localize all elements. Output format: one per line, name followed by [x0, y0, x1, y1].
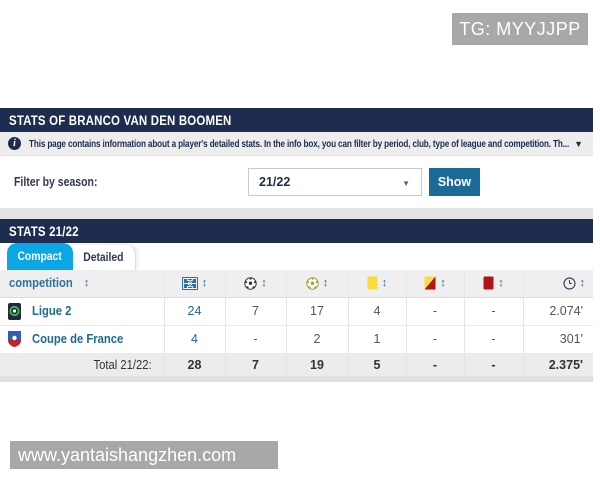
stats-section-title-bar: STATS 21/22	[0, 219, 593, 243]
site-watermark: www.yantaishangzhen.com	[10, 441, 278, 469]
sort-icon: ↕	[201, 276, 208, 289]
column-header-yellow-red-cards[interactable]: ↕	[406, 270, 465, 298]
red-cards-value: -	[464, 297, 524, 326]
tab-compact[interactable]: Compact	[7, 243, 73, 270]
sort-icon: ↕	[322, 276, 329, 289]
sort-icon: ↕	[498, 276, 504, 289]
table-row-ligue2: Ligue 2 24 7 17 4 - - 2.074'	[0, 297, 593, 326]
filter-by-season-label: Filter by season:	[14, 175, 98, 189]
stats-tabs: Compact Detailed	[0, 243, 593, 270]
column-header-appearances[interactable]: ↕	[164, 270, 226, 298]
tab-detailed[interactable]: Detailed	[72, 244, 136, 270]
sort-icon: ↕	[83, 276, 90, 289]
table-header-row: competition ↕	[0, 270, 593, 298]
sort-icon: ↕	[381, 276, 388, 289]
stats-table: competition ↕	[0, 270, 593, 376]
assists-value: 17	[286, 297, 349, 326]
competition-link[interactable]: Coupe de France	[32, 332, 124, 346]
ligue2-logo	[6, 302, 22, 321]
goals-ball-icon	[244, 277, 257, 290]
goals-value: -	[225, 325, 287, 354]
sort-icon: ↕	[579, 276, 586, 289]
column-header-yellow-cards[interactable]: ↕	[348, 270, 407, 298]
info-box: i This page contains information about a…	[0, 132, 593, 156]
total-red-cards: -	[464, 353, 524, 376]
total-goals: 7	[225, 353, 287, 376]
yellow-red-cards-value: -	[406, 325, 465, 354]
main-content: STATS OF BRANCO VAN DEN BOOMEN i This pa…	[0, 108, 593, 382]
sort-icon: ↕	[261, 276, 267, 289]
select-caret-icon: ▼	[402, 179, 410, 188]
yellow-card-icon	[367, 276, 378, 290]
yellow-cards-value: 4	[348, 297, 407, 326]
chevron-down-icon[interactable]: ▼	[574, 139, 583, 149]
table-total-row: Total 21/22: 28 7 19 5 - - 2.375'	[0, 353, 593, 376]
page-title: STATS OF BRANCO VAN DEN BOOMEN	[9, 112, 232, 128]
season-select-value: 21/22	[259, 175, 291, 189]
competition-link[interactable]: Ligue 2	[32, 304, 72, 318]
tab-detailed-label: Detailed	[83, 251, 124, 264]
info-icon: i	[8, 137, 21, 150]
column-header-assists[interactable]: ↕	[286, 270, 349, 298]
yellow-cards-value: 1	[348, 325, 407, 354]
table-bottom-strip	[0, 376, 593, 382]
stats-section-title: STATS 21/22	[9, 223, 79, 239]
appearances-value[interactable]: 24	[164, 297, 226, 326]
minutes-value: 301'	[523, 325, 593, 354]
yellow-red-cards-value: -	[406, 297, 465, 326]
tg-watermark-badge: TG: MYYJJPP	[452, 13, 588, 45]
column-header-competition[interactable]: competition ↕	[0, 270, 165, 298]
column-header-red-cards[interactable]: ↕	[464, 270, 524, 298]
season-select[interactable]: 21/22 ▼	[248, 168, 422, 196]
coupe-de-france-logo	[6, 330, 22, 348]
total-yellow-cards: 5	[348, 353, 407, 376]
appearances-value[interactable]: 4	[164, 325, 226, 354]
season-filter-row: Filter by season: 21/22 ▼ Show	[0, 156, 593, 208]
total-appearances: 28	[164, 353, 226, 376]
show-button[interactable]: Show	[429, 168, 480, 196]
minutes-value: 2.074'	[523, 297, 593, 326]
tab-compact-label: Compact	[17, 250, 63, 263]
sort-icon: ↕	[440, 276, 446, 289]
section-divider	[0, 208, 593, 219]
total-assists: 19	[286, 353, 349, 376]
assists-value: 2	[286, 325, 349, 354]
yellow-red-card-icon	[424, 276, 436, 290]
page-title-bar: STATS OF BRANCO VAN DEN BOOMEN	[0, 108, 593, 132]
goals-value: 7	[225, 297, 287, 326]
column-header-goals[interactable]: ↕	[225, 270, 287, 298]
info-text: This page contains information about a p…	[29, 137, 570, 150]
matches-pitch-icon	[181, 276, 198, 290]
total-label: Total 21/22:	[93, 357, 152, 372]
column-header-minutes[interactable]: ↕	[523, 270, 593, 298]
competition-header-label: competition	[9, 276, 73, 291]
table-row-coupe-de-france: Coupe de France 4 - 2 1 - - 301'	[0, 325, 593, 354]
total-yellow-red-cards: -	[406, 353, 465, 376]
assists-ball-icon	[306, 277, 319, 290]
red-cards-value: -	[464, 325, 524, 354]
red-card-icon	[483, 276, 494, 290]
total-minutes: 2.375'	[523, 353, 593, 376]
minutes-clock-icon	[562, 277, 576, 290]
